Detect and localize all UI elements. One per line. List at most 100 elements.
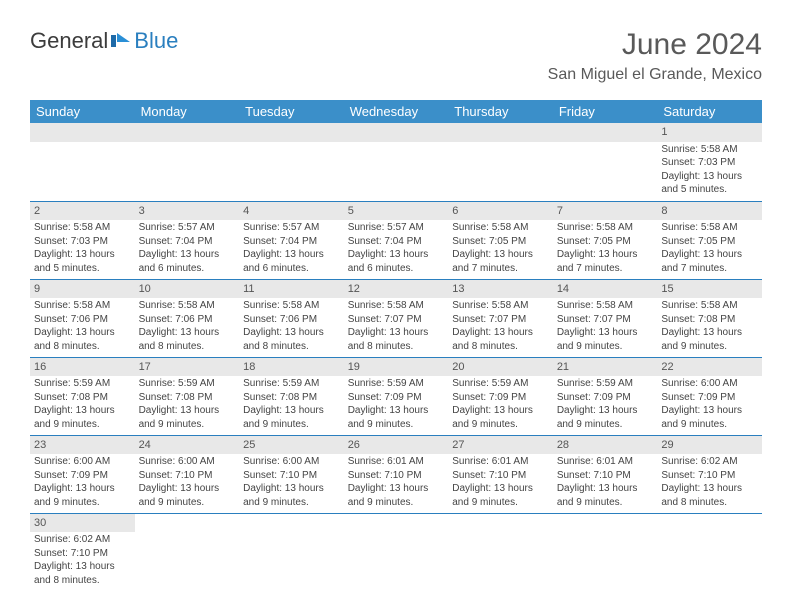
calendar-cell: 15Sunrise: 5:58 AMSunset: 7:08 PMDayligh…	[657, 279, 762, 357]
day-details: Sunrise: 6:00 AMSunset: 7:10 PMDaylight:…	[239, 454, 344, 512]
day-details: Sunrise: 6:02 AMSunset: 7:10 PMDaylight:…	[30, 532, 135, 590]
sunrise-line: Sunrise: 5:59 AM	[557, 377, 654, 391]
sunset-line: Sunset: 7:03 PM	[34, 235, 131, 249]
day-number-bar: 16	[30, 358, 135, 377]
calendar-cell: 25Sunrise: 6:00 AMSunset: 7:10 PMDayligh…	[239, 435, 344, 513]
calendar-cell	[30, 123, 135, 201]
sunrise-line: Sunrise: 6:00 AM	[661, 377, 758, 391]
calendar-cell	[553, 513, 658, 591]
sunset-line: Sunset: 7:06 PM	[139, 313, 236, 327]
day-number-bar: 23	[30, 436, 135, 455]
sunset-line: Sunset: 7:09 PM	[452, 391, 549, 405]
daylight-line: Daylight: 13 hours and 7 minutes.	[452, 248, 549, 275]
sunset-line: Sunset: 7:10 PM	[348, 469, 445, 483]
daylight-line: Daylight: 13 hours and 6 minutes.	[139, 248, 236, 275]
sunset-line: Sunset: 7:06 PM	[243, 313, 340, 327]
day-number-bar: 5	[344, 202, 449, 221]
month-title: June 2024	[548, 28, 762, 62]
calendar-cell	[239, 123, 344, 201]
daylight-line: Daylight: 13 hours and 8 minutes.	[661, 482, 758, 509]
calendar-cell: 2Sunrise: 5:58 AMSunset: 7:03 PMDaylight…	[30, 201, 135, 279]
calendar-cell: 30Sunrise: 6:02 AMSunset: 7:10 PMDayligh…	[30, 513, 135, 591]
daylight-line: Daylight: 13 hours and 7 minutes.	[557, 248, 654, 275]
daylight-line: Daylight: 13 hours and 8 minutes.	[452, 326, 549, 353]
day-number-bar: 11	[239, 280, 344, 299]
calendar-cell	[344, 123, 449, 201]
day-number-bar: 3	[135, 202, 240, 221]
day-details: Sunrise: 6:00 AMSunset: 7:10 PMDaylight:…	[135, 454, 240, 512]
calendar-row: 16Sunrise: 5:59 AMSunset: 7:08 PMDayligh…	[30, 357, 762, 435]
day-details: Sunrise: 5:58 AMSunset: 7:05 PMDaylight:…	[657, 220, 762, 278]
calendar-body: 1Sunrise: 5:58 AMSunset: 7:03 PMDaylight…	[30, 123, 762, 591]
daylight-line: Daylight: 13 hours and 9 minutes.	[557, 482, 654, 509]
day-number-bar: 12	[344, 280, 449, 299]
calendar-cell	[448, 513, 553, 591]
weekday-header: Sunday	[30, 100, 135, 123]
sunrise-line: Sunrise: 5:59 AM	[243, 377, 340, 391]
daylight-line: Daylight: 13 hours and 8 minutes.	[243, 326, 340, 353]
weekday-header: Friday	[553, 100, 658, 123]
day-details: Sunrise: 5:59 AMSunset: 7:09 PMDaylight:…	[344, 376, 449, 434]
day-number-bar: 15	[657, 280, 762, 299]
daylight-line: Daylight: 13 hours and 7 minutes.	[661, 248, 758, 275]
calendar-cell: 14Sunrise: 5:58 AMSunset: 7:07 PMDayligh…	[553, 279, 658, 357]
day-details: Sunrise: 6:01 AMSunset: 7:10 PMDaylight:…	[553, 454, 658, 512]
calendar-cell	[657, 513, 762, 591]
sunrise-line: Sunrise: 5:59 AM	[348, 377, 445, 391]
day-number-bar: 4	[239, 202, 344, 221]
day-details: Sunrise: 5:58 AMSunset: 7:07 PMDaylight:…	[448, 298, 553, 356]
sunset-line: Sunset: 7:07 PM	[452, 313, 549, 327]
day-number-bar-empty	[135, 123, 240, 142]
sunset-line: Sunset: 7:10 PM	[243, 469, 340, 483]
day-number-bar: 19	[344, 358, 449, 377]
title-block: June 2024 San Miguel el Grande, Mexico	[548, 28, 762, 84]
daylight-line: Daylight: 13 hours and 9 minutes.	[557, 326, 654, 353]
day-number-bar: 1	[657, 123, 762, 142]
logo-flag-icon	[110, 32, 132, 50]
sunset-line: Sunset: 7:08 PM	[243, 391, 340, 405]
day-details: Sunrise: 6:00 AMSunset: 7:09 PMDaylight:…	[657, 376, 762, 434]
daylight-line: Daylight: 13 hours and 9 minutes.	[348, 482, 445, 509]
calendar-row: 30Sunrise: 6:02 AMSunset: 7:10 PMDayligh…	[30, 513, 762, 591]
sunrise-line: Sunrise: 6:01 AM	[557, 455, 654, 469]
calendar-cell	[135, 513, 240, 591]
day-details: Sunrise: 5:57 AMSunset: 7:04 PMDaylight:…	[344, 220, 449, 278]
logo-text-1: General	[30, 28, 108, 54]
calendar-cell: 3Sunrise: 5:57 AMSunset: 7:04 PMDaylight…	[135, 201, 240, 279]
sunrise-line: Sunrise: 5:58 AM	[452, 221, 549, 235]
day-details: Sunrise: 5:58 AMSunset: 7:05 PMDaylight:…	[553, 220, 658, 278]
daylight-line: Daylight: 13 hours and 9 minutes.	[34, 404, 131, 431]
sunrise-line: Sunrise: 5:58 AM	[348, 299, 445, 313]
day-number-bar: 6	[448, 202, 553, 221]
daylight-line: Daylight: 13 hours and 8 minutes.	[34, 560, 131, 587]
sunset-line: Sunset: 7:04 PM	[348, 235, 445, 249]
day-details: Sunrise: 5:58 AMSunset: 7:03 PMDaylight:…	[30, 220, 135, 278]
day-number-bar: 27	[448, 436, 553, 455]
sunrise-line: Sunrise: 6:02 AM	[661, 455, 758, 469]
sunset-line: Sunset: 7:10 PM	[661, 469, 758, 483]
day-details: Sunrise: 5:59 AMSunset: 7:09 PMDaylight:…	[553, 376, 658, 434]
day-number-bar: 29	[657, 436, 762, 455]
calendar-cell: 8Sunrise: 5:58 AMSunset: 7:05 PMDaylight…	[657, 201, 762, 279]
calendar-cell: 11Sunrise: 5:58 AMSunset: 7:06 PMDayligh…	[239, 279, 344, 357]
calendar-cell: 28Sunrise: 6:01 AMSunset: 7:10 PMDayligh…	[553, 435, 658, 513]
calendar-cell: 29Sunrise: 6:02 AMSunset: 7:10 PMDayligh…	[657, 435, 762, 513]
daylight-line: Daylight: 13 hours and 9 minutes.	[34, 482, 131, 509]
sunset-line: Sunset: 7:10 PM	[557, 469, 654, 483]
day-details: Sunrise: 5:59 AMSunset: 7:09 PMDaylight:…	[448, 376, 553, 434]
sunrise-line: Sunrise: 5:58 AM	[661, 143, 758, 157]
day-number-bar: 28	[553, 436, 658, 455]
daylight-line: Daylight: 13 hours and 9 minutes.	[139, 482, 236, 509]
header: General Blue June 2024 San Miguel el Gra…	[0, 0, 792, 92]
daylight-line: Daylight: 13 hours and 5 minutes.	[34, 248, 131, 275]
daylight-line: Daylight: 13 hours and 9 minutes.	[243, 404, 340, 431]
daylight-line: Daylight: 13 hours and 5 minutes.	[661, 170, 758, 197]
sunset-line: Sunset: 7:07 PM	[557, 313, 654, 327]
daylight-line: Daylight: 13 hours and 9 minutes.	[348, 404, 445, 431]
sunrise-line: Sunrise: 5:58 AM	[661, 299, 758, 313]
day-number-bar: 18	[239, 358, 344, 377]
calendar-cell: 20Sunrise: 5:59 AMSunset: 7:09 PMDayligh…	[448, 357, 553, 435]
calendar-cell: 17Sunrise: 5:59 AMSunset: 7:08 PMDayligh…	[135, 357, 240, 435]
calendar-cell: 1Sunrise: 5:58 AMSunset: 7:03 PMDaylight…	[657, 123, 762, 201]
day-number-bar: 8	[657, 202, 762, 221]
